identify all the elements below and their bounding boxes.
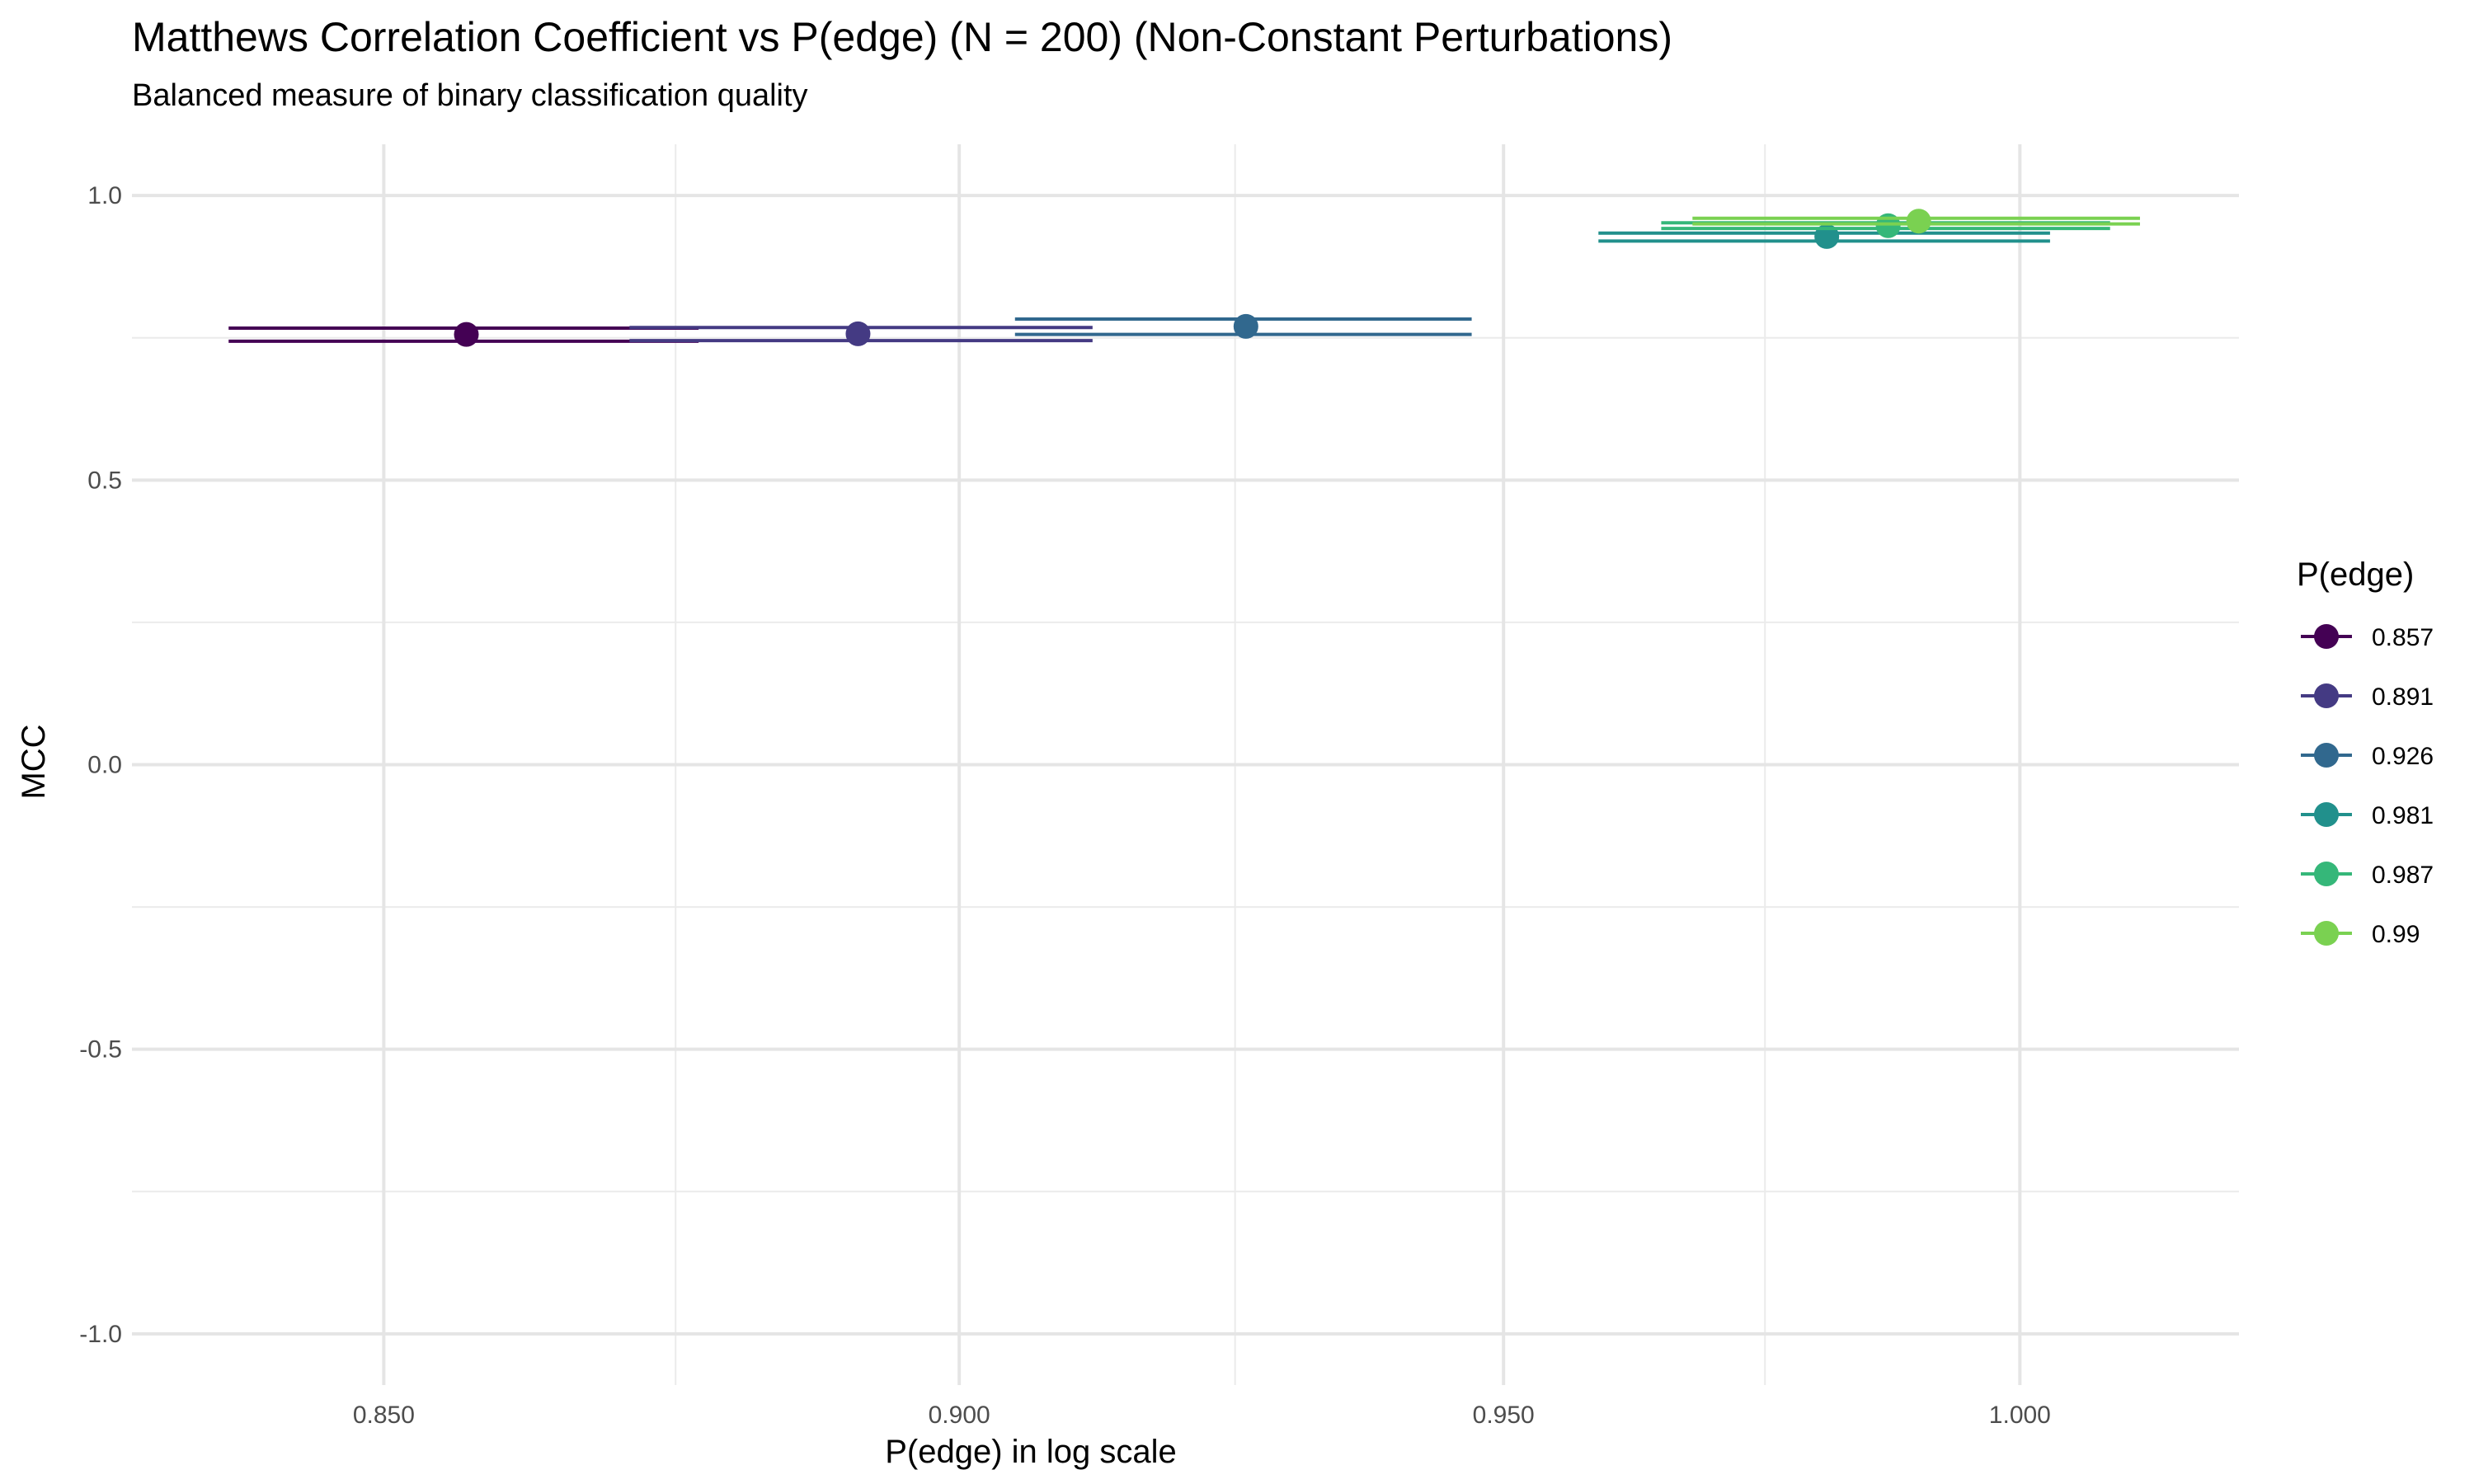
legend-label: 0.857	[2372, 624, 2434, 651]
y-tick-label: 1.0	[87, 182, 122, 209]
legend: 0.857 0.891 0.926 0.981 0.987 0.99	[2301, 624, 2434, 948]
data-point	[1233, 313, 1258, 339]
chart-title: Matthews Correlation Coefficient vs P(ed…	[132, 14, 1672, 60]
legend-title: P(edge)	[2297, 556, 2414, 593]
gridlines	[132, 144, 2239, 1385]
data-point	[845, 321, 871, 346]
y-tick-label: -0.5	[79, 1036, 122, 1064]
data-point	[1814, 223, 1840, 249]
legend-item: 0.926	[2301, 743, 2434, 770]
y-axis-ticks: 1.0 0.5 0.0 -0.5 -1.0	[79, 182, 122, 1348]
legend-item: 0.99	[2301, 921, 2420, 948]
plot-marks	[228, 209, 2140, 347]
series-0.981	[1598, 223, 2050, 249]
x-axis-title: P(edge) in log scale	[885, 1434, 1177, 1470]
x-axis-ticks: 0.850 0.900 0.950 1.000	[353, 1402, 2051, 1429]
x-tick-label: 0.900	[929, 1402, 990, 1429]
legend-item: 0.981	[2301, 802, 2434, 829]
y-tick-label: 0.0	[87, 752, 122, 779]
legend-key-point	[2314, 624, 2339, 649]
y-tick-label: -1.0	[79, 1321, 122, 1348]
y-tick-label: 0.5	[87, 467, 122, 494]
x-tick-label: 0.850	[353, 1402, 415, 1429]
legend-item: 0.987	[2301, 862, 2434, 889]
legend-key-point	[2314, 683, 2339, 708]
data-point	[1906, 209, 1931, 234]
y-axis-title: MCC	[16, 724, 52, 799]
legend-label: 0.891	[2372, 683, 2434, 711]
legend-label: 0.981	[2372, 802, 2434, 829]
series-0.891	[629, 321, 1093, 346]
legend-key-point	[2314, 921, 2339, 946]
series-0.926	[1014, 313, 1472, 339]
legend-key-point	[2314, 862, 2339, 886]
legend-label: 0.987	[2372, 862, 2434, 889]
data-point	[454, 322, 479, 347]
legend-key-point	[2314, 802, 2339, 827]
series-0.99	[1692, 209, 2140, 234]
legend-item: 0.891	[2301, 683, 2434, 711]
legend-item: 0.857	[2301, 624, 2434, 651]
legend-label: 0.926	[2372, 743, 2434, 770]
x-tick-label: 1.000	[1989, 1402, 2051, 1429]
x-tick-label: 0.950	[1473, 1402, 1535, 1429]
series-0.857	[228, 322, 699, 347]
legend-label: 0.99	[2372, 921, 2420, 948]
legend-key-point	[2314, 743, 2339, 768]
chart-subtitle: Balanced measure of binary classificatio…	[132, 78, 808, 113]
